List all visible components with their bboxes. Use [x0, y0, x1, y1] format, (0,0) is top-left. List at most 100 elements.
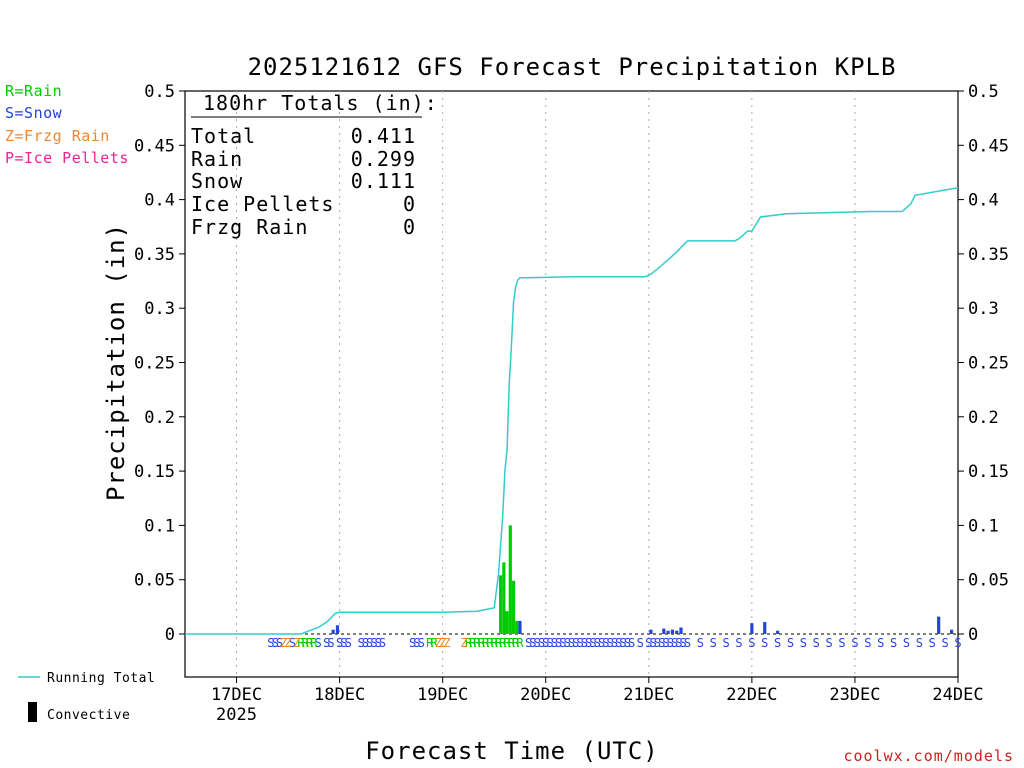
- ptype-marker: S: [813, 636, 820, 650]
- ptype-marker: S: [362, 636, 369, 650]
- snow-bar: [335, 625, 340, 634]
- ptype-marker: S: [542, 636, 549, 650]
- ptype-marker: S: [941, 636, 948, 650]
- ptype-marker: R: [499, 636, 507, 650]
- precip-bars: [331, 525, 954, 634]
- y-tick-label-left: 0.2: [144, 408, 175, 428]
- ptype-marker: Z: [461, 636, 468, 650]
- ptype-marker: R: [486, 636, 494, 650]
- ptype-marker: R: [478, 636, 486, 650]
- ptype-marker: S: [272, 636, 279, 650]
- rain-bar: [515, 620, 519, 634]
- y-tick-label-right: 0.25: [968, 354, 1009, 374]
- x-tick-label: 18DEC: [314, 685, 365, 705]
- rain-bar: [502, 562, 506, 634]
- ptype-marker: S: [929, 636, 936, 650]
- ptype-marker: S: [800, 636, 807, 650]
- ptype-marker: S: [345, 636, 352, 650]
- bottom-legend: Running Total Convective: [18, 671, 155, 723]
- ptype-marker: R: [430, 636, 438, 650]
- ptype-marker: S: [761, 636, 768, 650]
- y-tick-label-right: 0.4: [968, 191, 999, 211]
- ptype-marker: S: [722, 636, 729, 650]
- totals-value-snow: 0.111: [351, 169, 416, 193]
- ptype-marker: S: [645, 636, 652, 650]
- ptype-marker: S: [267, 636, 274, 650]
- plot-frame: [184, 90, 959, 678]
- totals-label-frzg-rain: Frzg Rain: [191, 215, 308, 239]
- ptype-marker: S: [555, 636, 562, 650]
- ptype-marker: S: [413, 636, 420, 650]
- ptype-marker: R: [426, 636, 434, 650]
- ptype-marker: S: [409, 636, 416, 650]
- y-tick-label-right: 0.35: [968, 245, 1009, 265]
- totals-label-ice-pellets: Ice Pellets: [191, 192, 334, 216]
- snow-bar: [776, 630, 780, 634]
- x-tick-label: 22DEC: [726, 685, 777, 705]
- ptype-marker: R: [297, 636, 305, 650]
- ptype-marker: S: [375, 636, 382, 650]
- totals-label-snow: Snow: [191, 169, 243, 193]
- totals-header: 180hr Totals (in):: [203, 91, 438, 115]
- ptype-marker: S: [697, 636, 704, 650]
- ptype-marker: S: [826, 636, 833, 650]
- ptype-marker: Z: [443, 636, 450, 650]
- ptype-marker: S: [602, 636, 609, 650]
- ptype-marker: S: [598, 636, 605, 650]
- ptype-marker: S: [838, 636, 845, 650]
- y-ticks-left: 0 0.05 0.1 0.15 0.2 0.25 0.3 0.35 0.4 0.45 0.5: [134, 82, 185, 645]
- snow-bar: [670, 629, 675, 634]
- convective-swatch: [28, 702, 37, 722]
- ptype-key-legend: R=Rain S=Snow Z=Frzg Rain P=Ice Pellets: [5, 82, 129, 167]
- x-tick-label: 20DEC: [520, 685, 571, 705]
- x-tick-label: 23DEC: [829, 685, 880, 705]
- ptype-marker: S: [675, 636, 682, 650]
- ptype-marker: S: [787, 636, 794, 650]
- ptype-marker: R: [482, 636, 490, 650]
- ptype-marker: S: [637, 636, 644, 650]
- ptype-marker: S: [671, 636, 678, 650]
- ptype-marker: S: [611, 636, 618, 650]
- ptype-marker: S: [916, 636, 923, 650]
- y-ticks-right: 0 0.05 0.1 0.15 0.2 0.25 0.3 0.35 0.4 0.45 0.5: [958, 82, 1009, 645]
- key-ice-pellets: P=Ice Pellets: [5, 149, 129, 167]
- ptype-marker: Z: [435, 636, 442, 650]
- x-tick-label: 17DEC: [211, 685, 262, 705]
- y-tick-label-left: 0.35: [134, 245, 175, 265]
- rain-bar: [499, 575, 503, 634]
- ptype-marker: S: [327, 636, 334, 650]
- y-tick-label-left: 0.5: [144, 82, 175, 102]
- ptype-marker: Z: [280, 636, 287, 650]
- snow-bar: [937, 616, 941, 634]
- snow-bar: [518, 620, 522, 634]
- ptype-marker: S: [594, 636, 601, 650]
- ptype-marker: S: [336, 636, 343, 650]
- ptype-marker: R: [495, 636, 503, 650]
- snow-bar: [949, 629, 954, 634]
- snow-bar: [666, 630, 670, 634]
- ptype-marker: S: [954, 636, 961, 650]
- ptype-marker: S: [903, 636, 910, 650]
- ptype-marker: S: [357, 636, 364, 650]
- ptype-marker: S: [379, 636, 386, 650]
- key-rain: R=Rain: [5, 82, 62, 100]
- y-tick-label-right: 0: [968, 625, 978, 645]
- ptype-marker: Z: [439, 636, 446, 650]
- ptype-marker: S: [370, 636, 377, 650]
- ptype-marker: S: [289, 636, 296, 650]
- ptype-marker: S: [589, 636, 596, 650]
- ptype-marker: S: [654, 636, 661, 650]
- credit-text: coolwx.com/models: [843, 747, 1014, 765]
- ptype-marker: R: [516, 636, 524, 650]
- rain-bar: [511, 580, 516, 634]
- ptype-marker: S: [684, 636, 691, 650]
- snow-bar: [662, 628, 666, 634]
- ptype-marker: S: [607, 636, 614, 650]
- ptype-marker: S: [581, 636, 588, 650]
- ptype-marker: R: [469, 636, 477, 650]
- x-tick-year: 2025: [216, 705, 257, 725]
- ptype-marker: S: [572, 636, 579, 650]
